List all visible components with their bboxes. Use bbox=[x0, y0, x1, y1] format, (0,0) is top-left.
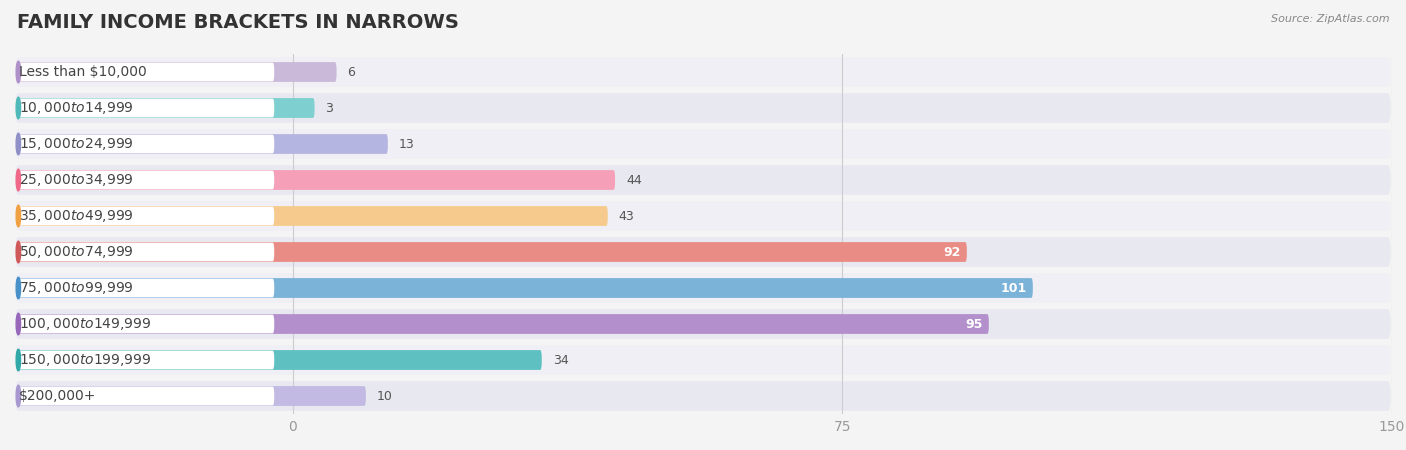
Text: 6: 6 bbox=[347, 66, 356, 78]
Text: $75,000 to $99,999: $75,000 to $99,999 bbox=[20, 280, 134, 296]
Circle shape bbox=[15, 277, 21, 299]
Text: 3: 3 bbox=[326, 102, 333, 114]
Circle shape bbox=[15, 385, 21, 407]
FancyBboxPatch shape bbox=[15, 129, 1391, 159]
FancyBboxPatch shape bbox=[17, 278, 1033, 298]
Text: $15,000 to $24,999: $15,000 to $24,999 bbox=[20, 136, 134, 152]
Text: 101: 101 bbox=[1001, 282, 1026, 294]
Text: $25,000 to $34,999: $25,000 to $34,999 bbox=[20, 172, 134, 188]
Text: $35,000 to $49,999: $35,000 to $49,999 bbox=[20, 208, 134, 224]
FancyBboxPatch shape bbox=[17, 351, 274, 369]
FancyBboxPatch shape bbox=[17, 387, 274, 405]
Text: FAMILY INCOME BRACKETS IN NARROWS: FAMILY INCOME BRACKETS IN NARROWS bbox=[17, 14, 458, 32]
Circle shape bbox=[15, 205, 21, 227]
FancyBboxPatch shape bbox=[17, 62, 336, 82]
Circle shape bbox=[15, 313, 21, 335]
FancyBboxPatch shape bbox=[17, 279, 274, 297]
Text: 95: 95 bbox=[966, 318, 983, 330]
FancyBboxPatch shape bbox=[17, 98, 315, 118]
Text: $200,000+: $200,000+ bbox=[20, 389, 97, 403]
FancyBboxPatch shape bbox=[17, 170, 614, 190]
FancyBboxPatch shape bbox=[15, 273, 1391, 303]
FancyBboxPatch shape bbox=[15, 237, 1391, 267]
Text: 34: 34 bbox=[553, 354, 568, 366]
Circle shape bbox=[15, 97, 21, 119]
FancyBboxPatch shape bbox=[15, 93, 1391, 123]
FancyBboxPatch shape bbox=[17, 243, 274, 261]
FancyBboxPatch shape bbox=[15, 381, 1391, 411]
FancyBboxPatch shape bbox=[15, 165, 1391, 195]
Text: $50,000 to $74,999: $50,000 to $74,999 bbox=[20, 244, 134, 260]
Text: 44: 44 bbox=[626, 174, 641, 186]
FancyBboxPatch shape bbox=[15, 201, 1391, 231]
FancyBboxPatch shape bbox=[17, 171, 274, 189]
Text: Source: ZipAtlas.com: Source: ZipAtlas.com bbox=[1271, 14, 1389, 23]
FancyBboxPatch shape bbox=[17, 314, 988, 334]
FancyBboxPatch shape bbox=[17, 350, 541, 370]
Text: 43: 43 bbox=[619, 210, 634, 222]
FancyBboxPatch shape bbox=[17, 206, 607, 226]
FancyBboxPatch shape bbox=[17, 207, 274, 225]
FancyBboxPatch shape bbox=[15, 309, 1391, 339]
FancyBboxPatch shape bbox=[17, 63, 274, 81]
Text: Less than $10,000: Less than $10,000 bbox=[20, 65, 148, 79]
FancyBboxPatch shape bbox=[17, 134, 388, 154]
Text: 10: 10 bbox=[377, 390, 392, 402]
Circle shape bbox=[15, 61, 21, 83]
Text: $10,000 to $14,999: $10,000 to $14,999 bbox=[20, 100, 134, 116]
Text: 92: 92 bbox=[943, 246, 960, 258]
FancyBboxPatch shape bbox=[17, 135, 274, 153]
Text: $100,000 to $149,999: $100,000 to $149,999 bbox=[20, 316, 152, 332]
Circle shape bbox=[15, 241, 21, 263]
Circle shape bbox=[15, 349, 21, 371]
FancyBboxPatch shape bbox=[17, 242, 967, 262]
Text: 13: 13 bbox=[399, 138, 415, 150]
Text: $150,000 to $199,999: $150,000 to $199,999 bbox=[20, 352, 152, 368]
FancyBboxPatch shape bbox=[17, 315, 274, 333]
Circle shape bbox=[15, 169, 21, 191]
FancyBboxPatch shape bbox=[17, 386, 366, 406]
Circle shape bbox=[15, 133, 21, 155]
FancyBboxPatch shape bbox=[17, 99, 274, 117]
FancyBboxPatch shape bbox=[15, 345, 1391, 375]
FancyBboxPatch shape bbox=[15, 57, 1391, 87]
